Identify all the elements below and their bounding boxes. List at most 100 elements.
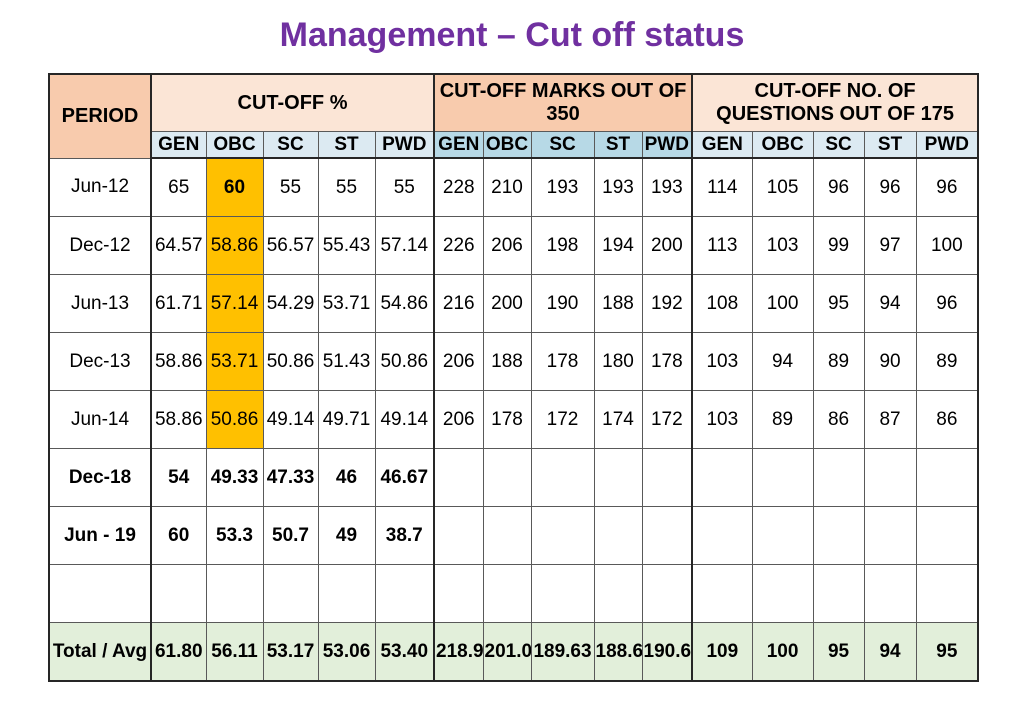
cutoff-table: PERIOD CUT-OFF % CUT-OFF MARKS OUT OF 350 C… (48, 73, 980, 682)
data-cell: 109 (691, 622, 753, 682)
data-cell: 86 (812, 390, 865, 449)
data-cell: 65 (150, 157, 207, 217)
data-cell: 87 (863, 390, 917, 449)
col-header-cut-off-pct-st: ST (317, 131, 376, 159)
col-header-cut-off-questions-obc: OBC (751, 131, 814, 159)
data-cell: 95 (812, 274, 865, 333)
data-cell: 50.86 (205, 390, 264, 449)
col-header-cut-off-marks-pwd: PWD (641, 131, 693, 159)
period-cell: Jun-12 (48, 157, 152, 217)
data-cell: 55 (374, 157, 435, 217)
data-cell: 105 (751, 157, 814, 217)
data-cell: 57.14 (205, 274, 264, 333)
data-cell: 96 (915, 157, 979, 217)
data-cell: 89 (812, 332, 865, 391)
data-cell: 61.71 (150, 274, 207, 333)
data-cell (751, 448, 814, 507)
col-header-cut-off-pct-obc: OBC (205, 131, 264, 159)
data-cell: 178 (482, 390, 532, 449)
data-cell: 53.71 (205, 332, 264, 391)
data-cell: 193 (593, 157, 643, 217)
data-cell: 100 (915, 216, 979, 275)
data-cell: 210 (482, 157, 532, 217)
period-cell: Dec-12 (48, 216, 152, 275)
data-cell (433, 564, 484, 623)
data-cell: 49.71 (317, 390, 376, 449)
data-cell (641, 506, 693, 565)
data-cell (482, 506, 532, 565)
data-cell: 51.43 (317, 332, 376, 391)
data-cell: 53.71 (317, 274, 376, 333)
data-cell (593, 564, 643, 623)
col-header-cut-off-marks-sc: SC (530, 131, 595, 159)
data-cell: 94 (863, 274, 917, 333)
data-cell: 206 (482, 216, 532, 275)
data-cell (205, 564, 264, 623)
data-cell: 53.06 (317, 622, 376, 682)
data-cell: 49.14 (374, 390, 435, 449)
data-cell: 108 (691, 274, 753, 333)
data-cell (530, 564, 595, 623)
data-cell: 58.86 (150, 332, 207, 391)
data-cell (915, 448, 979, 507)
data-cell: 189.63 (530, 622, 595, 682)
table-header: PERIOD CUT-OFF % CUT-OFF MARKS OUT OF 350 C… (48, 73, 979, 159)
data-cell (691, 564, 753, 623)
data-cell: 180 (593, 332, 643, 391)
data-cell: 46 (317, 448, 376, 507)
category-header-row: GEN OBC SC ST PWD GEN OBC SC ST PWD GEN OBC SC ST PWD (49, 131, 979, 159)
section-header-row: PERIOD CUT-OFF % CUT-OFF MARKS OUT OF 350 C… (48, 73, 979, 159)
page-title: Management – Cut off status (279, 16, 745, 54)
data-cell: 226 (433, 216, 484, 275)
col-header-cut-off-questions-sc: SC (812, 131, 865, 159)
data-cell: 47.33 (262, 448, 319, 507)
data-cell: 86 (915, 390, 979, 449)
data-cell (691, 506, 753, 565)
data-cell (433, 506, 484, 565)
data-cell: 103 (691, 390, 753, 449)
col-header-cut-off-pct-pwd: PWD (374, 131, 435, 159)
data-cell: 178 (530, 332, 595, 391)
data-cell: 96 (812, 157, 865, 217)
data-cell (593, 506, 643, 565)
table-row: Jun-14 58.86 50.86 49.14 49.71 49.14 206 178 172… (48, 390, 979, 449)
period-cell: Dec-18 (48, 448, 152, 507)
table-row: Dec-12 64.57 58.86 56.57 55.43 57.14 226 206 198… (48, 216, 979, 275)
col-header-cut-off-pct-gen: GEN (150, 131, 207, 159)
data-cell (593, 448, 643, 507)
data-cell (915, 506, 979, 565)
data-cell: 58.86 (150, 390, 207, 449)
col-header-cut-off-questions-st: ST (863, 131, 917, 159)
data-cell: 206 (433, 390, 484, 449)
data-cell: 38.7 (374, 506, 435, 565)
data-cell: 114 (691, 157, 753, 217)
data-cell: 53.17 (262, 622, 319, 682)
data-cell: 95 (915, 622, 979, 682)
table-row: Jun - 19 60 53.3 50.7 49 38.7 (48, 506, 979, 565)
data-cell: 172 (641, 390, 693, 449)
data-cell: 60 (205, 157, 264, 217)
data-cell: 50.86 (374, 332, 435, 391)
data-cell (530, 506, 595, 565)
data-cell: 61.80 (150, 622, 207, 682)
data-cell: 216 (433, 274, 484, 333)
data-cell: 89 (751, 390, 814, 449)
data-cell (812, 506, 865, 565)
col-header-cut-off-marks-gen: GEN (433, 131, 484, 159)
data-cell: 200 (641, 216, 693, 275)
data-cell (812, 564, 865, 623)
data-cell: 56.57 (262, 216, 319, 275)
data-cell (641, 448, 693, 507)
table-row: Dec-13 58.86 53.71 50.86 51.43 50.86 206 188 178… (48, 332, 979, 391)
data-cell: 190 (530, 274, 595, 333)
col-header-cut-off-marks-obc: OBC (482, 131, 532, 159)
data-cell (863, 506, 917, 565)
col-header-cut-off-marks-st: ST (593, 131, 643, 159)
data-cell (482, 564, 532, 623)
data-cell: 49.33 (205, 448, 264, 507)
data-cell: 58.86 (205, 216, 264, 275)
data-cell (641, 564, 693, 623)
data-cell: 50.86 (262, 332, 319, 391)
data-cell: 174 (593, 390, 643, 449)
